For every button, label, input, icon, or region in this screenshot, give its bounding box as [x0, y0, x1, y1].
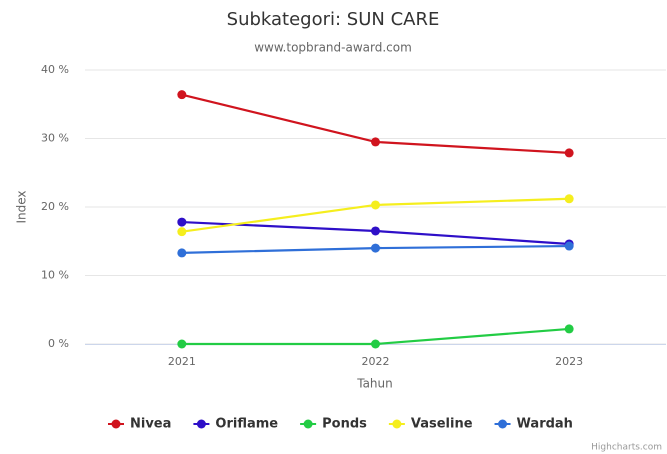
- chart-subtitle: www.topbrand-award.com: [254, 41, 412, 55]
- data-point: [177, 90, 187, 100]
- data-point: [371, 339, 380, 349]
- y-tick-label: 10 %: [41, 269, 69, 282]
- data-point: [564, 148, 574, 158]
- legend-marker: [303, 419, 313, 429]
- legend-marker: [498, 419, 508, 429]
- data-point: [371, 226, 380, 236]
- data-point: [177, 227, 187, 237]
- y-tick-label: 0 %: [48, 337, 69, 350]
- data-point: [371, 243, 380, 253]
- y-tick-label: 30 %: [41, 132, 69, 145]
- chart-title: Subkategori: SUN CARE: [227, 9, 440, 30]
- data-point: [564, 324, 574, 334]
- data-point: [177, 248, 187, 258]
- y-tick-label: 20 %: [41, 200, 69, 213]
- data-point: [564, 241, 574, 251]
- legend-label: Oriflame: [215, 417, 278, 432]
- data-point: [371, 137, 380, 147]
- data-point: [371, 200, 380, 210]
- y-tick-label: 40 %: [41, 63, 69, 76]
- data-point: [177, 217, 187, 227]
- legend-marker: [392, 419, 402, 429]
- x-tick-label: 2022: [362, 355, 390, 368]
- legend-marker: [196, 419, 206, 429]
- data-point: [177, 339, 187, 349]
- x-axis-label: Tahun: [356, 377, 393, 391]
- legend-label: Vaseline: [411, 417, 473, 432]
- legend-label: Nivea: [130, 417, 171, 432]
- data-point: [564, 194, 574, 204]
- legend-label: Wardah: [517, 417, 573, 432]
- x-tick-label: 2023: [555, 355, 583, 368]
- credit: Highcharts.com: [591, 443, 662, 453]
- legend-marker: [111, 419, 121, 429]
- x-tick-label: 2021: [168, 355, 196, 368]
- y-axis-label: Index: [15, 190, 29, 223]
- legend-label: Ponds: [322, 417, 367, 432]
